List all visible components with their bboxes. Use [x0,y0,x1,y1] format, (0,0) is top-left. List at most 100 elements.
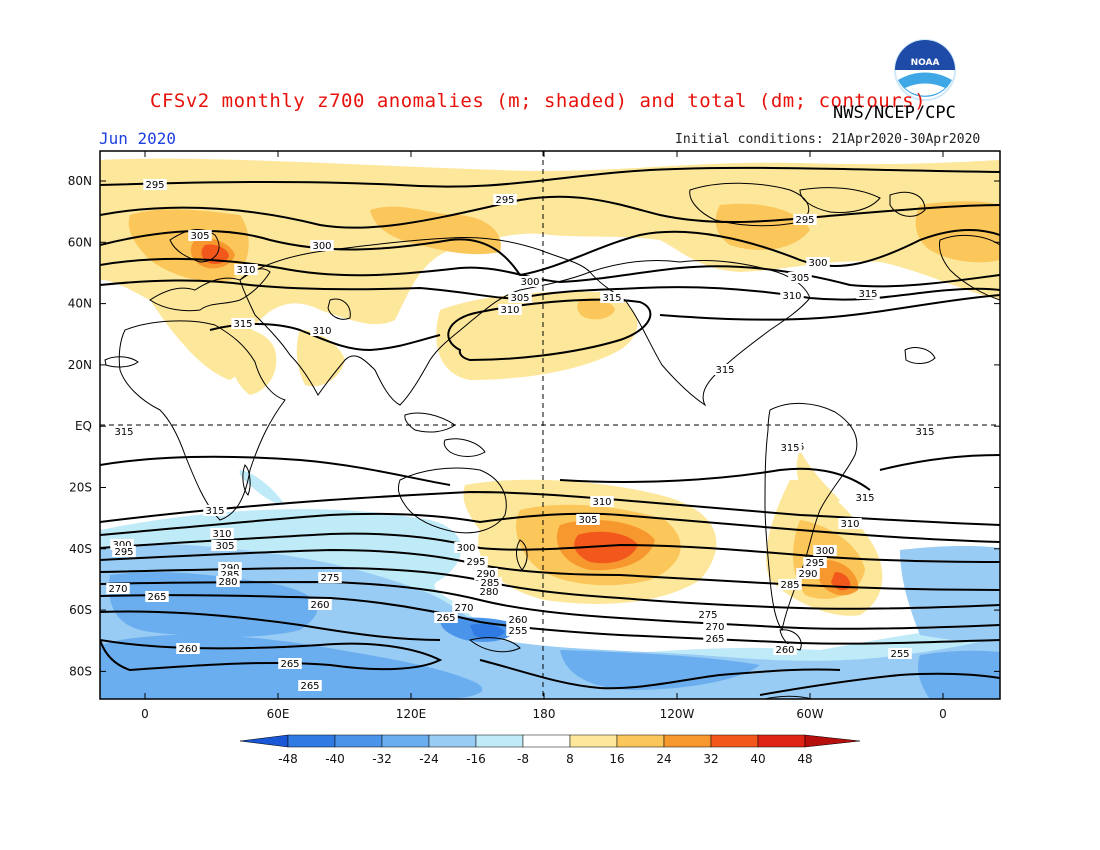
contour-label-bg [703,633,727,644]
contour-label: 285 [480,578,499,589]
lat-label: 40N [68,297,92,311]
colorbar-label: 8 [566,752,574,766]
contour-label-bg [454,542,478,553]
contour-label-bg [506,625,530,636]
contour-label-bg [110,539,134,550]
colorbar-label: -40 [325,752,345,766]
colorbar-label: -48 [278,752,298,766]
contour-label-bg [788,272,812,283]
contour-label: 265 [300,681,319,692]
agency-label: NWS/NCEP/CPC [833,103,956,123]
contour-label-bg [576,514,600,525]
contour-label: 295 [114,547,133,558]
contour-label: 295 [145,180,164,191]
contour-label-bg [210,528,234,539]
contour-label: 305 [578,515,597,526]
contour-label-bg [780,290,804,301]
contour-label: 285 [780,580,799,591]
contour-label: 300 [520,277,539,288]
contour-label-bg [888,648,912,659]
contour-label: 305 [790,273,809,284]
contour-label: 255 [890,649,909,660]
colorbar: -48 -40 -32 -24 -16 -8 8 16 24 32 40 48 [239,734,861,766]
longitude-axis: 0 60E 120E 180 120W 60W 0 [141,151,947,721]
lat-label: 60S [69,603,92,617]
contour-label: 295 [795,215,814,226]
contour-label-bg [796,568,820,579]
contour-label: 315 [780,443,799,454]
contour-label-bg [203,505,227,516]
colorbar-segment [428,734,477,748]
contour-label-bg [216,576,240,587]
contour-label: 275 [320,573,339,584]
colorbar-label: 16 [609,752,624,766]
contour-label: 315 [915,427,934,438]
colorbar-label: 24 [656,752,671,766]
lon-label: 60E [267,707,290,721]
contour-label-bg [913,426,937,437]
contour-label-bg [278,658,302,669]
contour-label: 305 [190,231,209,242]
contour-label: 310 [840,519,859,530]
colorbar-label: -16 [466,752,486,766]
contour-label: 265 [147,592,166,603]
contour-label-bg [218,562,242,573]
lat-label: 60N [68,235,92,249]
contour-label-bg [518,276,542,287]
contour-labels: 295 295 295 305 300 310 300 305 310 315 300 305 310 3… [106,179,937,692]
contour-label: 310 [312,326,331,337]
contour-label-bg [498,304,522,315]
contour-label-bg [493,194,517,205]
contour-label: 295 [805,558,824,569]
contour-label-bg [773,644,797,655]
contour-label: 315 [602,293,621,304]
colorbar-segment [381,734,430,748]
colorbar-label: 40 [750,752,765,766]
contour-label-bg [231,318,255,329]
contour-label: 260 [508,615,527,626]
contour-label: 270 [454,603,473,614]
contour-label: 315 [858,289,877,300]
lon-label: 0 [939,707,947,721]
colorbar-label: 48 [797,752,812,766]
lat-label: 40S [69,542,92,556]
contour-label: 295 [495,195,514,206]
colorbar-segment [475,734,524,748]
height-contours [100,166,1000,696]
contour-label: 315 [855,493,874,504]
contour-label-bg [806,257,830,268]
contour-label: 300 [112,540,131,551]
colorbar-label: -8 [517,752,529,766]
map-frame [99,150,1001,700]
contour-label-bg [838,518,862,529]
contour-label-bg [234,264,258,275]
contour-label-bg [464,556,488,567]
contour-label-bg [477,586,501,597]
lat-label: 20S [69,481,92,495]
contour-label: 290 [798,569,817,580]
colorbar-segment [334,734,383,748]
contour-label-bg [474,568,498,579]
contour-label-bg [112,426,136,437]
contour-label: 270 [108,584,127,595]
contour-label-bg [112,546,136,557]
contour-label-bg [106,583,130,594]
lon-label: 60W [796,707,823,721]
chart-title: CFSv2 monthly z700 anomalies (m; shaded)… [150,90,927,112]
contour-label: 300 [456,543,475,554]
colorbar-label: -24 [419,752,439,766]
noaa-logo-text: NOAA [911,58,940,68]
colorbar-arrow-right [804,734,861,748]
contour-label: 310 [782,291,801,302]
lat-label: 80S [69,664,92,678]
contour-label-bg [308,599,332,610]
lat-label: 20N [68,358,92,372]
contour-label: 310 [212,529,231,540]
colorbar-segment [522,734,571,748]
noaa-logo: NOAA [894,39,956,101]
contour-label: 265 [280,659,299,670]
contour-label: 290 [476,569,495,580]
colorbar-segment [757,734,806,748]
contour-label-bg [213,540,237,551]
